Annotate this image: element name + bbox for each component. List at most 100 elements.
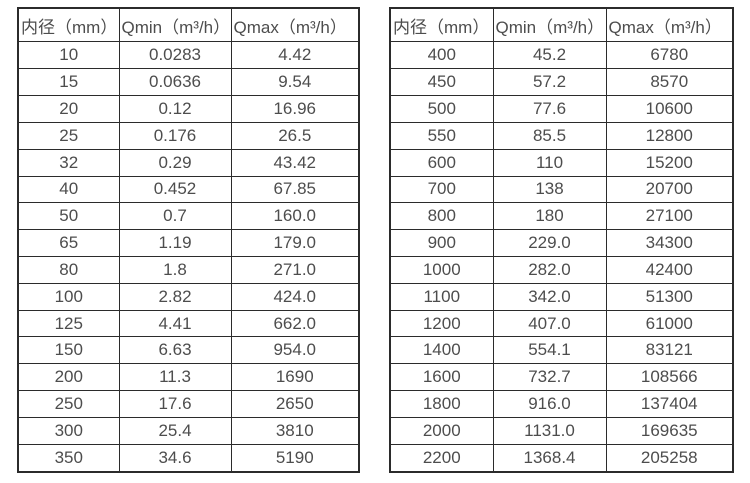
table-row: 250 17.6 2650 (17, 390, 360, 418)
table-row: 20 0.12 16.96 (17, 95, 360, 123)
qmax-cell: 954.0 (230, 336, 360, 365)
qmax-cell: 6780 (605, 41, 734, 70)
qmax-cell: 16.96 (230, 95, 360, 123)
qmin-cell: 77.6 (492, 95, 607, 123)
table-row: 600 110 15200 (389, 148, 734, 177)
qmin-cell: 2.82 (118, 282, 232, 311)
qmax-cell: 271.0 (230, 255, 360, 284)
diameter-cell: 1800 (389, 390, 494, 418)
qmin-cell: 1.8 (118, 255, 232, 284)
qmax-cell: 15200 (605, 148, 734, 177)
table-row: 400 45.2 6780 (389, 41, 734, 70)
qmin-cell: 11.3 (118, 363, 232, 392)
diameter-cell: 1600 (389, 363, 494, 392)
table-row: 500 77.6 10600 (389, 95, 734, 123)
qmin-cell: 0.7 (118, 202, 232, 231)
qmax-cell: 42400 (605, 255, 734, 284)
table-row: 10 0.0283 4.42 (17, 41, 360, 70)
table-row: 40 0.452 67.85 (17, 175, 360, 204)
qmin-cell: 554.1 (492, 336, 607, 365)
diameter-cell: 150 (17, 336, 120, 365)
diameter-cell: 250 (17, 390, 120, 418)
table-row: 2000 1131.0 169635 (389, 416, 734, 445)
qmax-cell: 108566 (605, 363, 734, 392)
table-row: 2200 1368.4 205258 (389, 443, 734, 473)
qmax-cell: 9.54 (230, 68, 360, 97)
qmin-cell: 916.0 (492, 390, 607, 418)
large-diameter-flow-table: 内径（mm） Qmin（m³/h） Qmax（m³/h） 400 45.2 6780… (389, 7, 734, 473)
qmin-cell: 0.12 (118, 95, 232, 123)
qmax-cell: 51300 (605, 282, 734, 311)
header-row: 内径（mm） Qmin（m³/h） Qmax（m³/h） (389, 7, 734, 43)
diameter-cell: 550 (389, 121, 494, 150)
qmax-cell: 137404 (605, 390, 734, 418)
qmax-cell: 12800 (605, 121, 734, 150)
diameter-cell: 300 (17, 416, 120, 445)
table-row: 1600 732.7 108566 (389, 363, 734, 392)
qmax-cell: 5190 (230, 443, 360, 473)
diameter-cell: 65 (17, 229, 120, 257)
qmin-cell: 25.4 (118, 416, 232, 445)
qmax-cell: 26.5 (230, 121, 360, 150)
table-row: 900 229.0 34300 (389, 229, 734, 257)
qmin-cell: 45.2 (492, 41, 607, 70)
small-diameter-flow-table: 内径（mm） Qmin（m³/h） Qmax（m³/h） 10 0.0283 4.4… (17, 7, 360, 473)
header-row: 内径（mm） Qmin（m³/h） Qmax（m³/h） (17, 7, 360, 43)
qmin-cell: 17.6 (118, 390, 232, 418)
qmin-cell: 34.6 (118, 443, 232, 473)
diameter-cell: 2000 (389, 416, 494, 445)
diameter-cell: 15 (17, 68, 120, 97)
qmin-cell: 180 (492, 202, 607, 231)
table-row: 1400 554.1 83121 (389, 336, 734, 365)
diameter-cell: 800 (389, 202, 494, 231)
qmax-cell: 61000 (605, 309, 734, 338)
qmin-cell: 57.2 (492, 68, 607, 97)
qmin-cell: 110 (492, 148, 607, 177)
qmin-cell: 0.0283 (118, 41, 232, 70)
diameter-cell: 25 (17, 121, 120, 150)
table-row: 450 57.2 8570 (389, 68, 734, 97)
qmin-cell: 229.0 (492, 229, 607, 257)
table-row: 65 1.19 179.0 (17, 229, 360, 257)
diameter-cell: 1000 (389, 255, 494, 284)
qmin-cell: 1.19 (118, 229, 232, 257)
table-row: 125 4.41 662.0 (17, 309, 360, 338)
diameter-cell: 32 (17, 148, 120, 177)
qmax-cell: 10600 (605, 95, 734, 123)
qmin-cell: 1131.0 (492, 416, 607, 445)
qmax-cell: 205258 (605, 443, 734, 473)
table-row: 1200 407.0 61000 (389, 309, 734, 338)
qmin-cell: 85.5 (492, 121, 607, 150)
qmin-cell: 0.0636 (118, 68, 232, 97)
diameter-cell: 50 (17, 202, 120, 231)
qmax-cell: 43.42 (230, 148, 360, 177)
table-row: 25 0.176 26.5 (17, 121, 360, 150)
table-row: 550 85.5 12800 (389, 121, 734, 150)
diameter-cell: 10 (17, 41, 120, 70)
table-row: 80 1.8 271.0 (17, 255, 360, 284)
diameter-cell: 350 (17, 443, 120, 473)
qmin-cell: 0.29 (118, 148, 232, 177)
qmin-cell: 4.41 (118, 309, 232, 338)
diameter-cell: 100 (17, 282, 120, 311)
table-row: 1100 342.0 51300 (389, 282, 734, 311)
table-row: 700 138 20700 (389, 175, 734, 204)
qmax-cell: 67.85 (230, 175, 360, 204)
qmax-cell: 179.0 (230, 229, 360, 257)
qmin-cell: 407.0 (492, 309, 607, 338)
qmin-header: Qmin（m³/h） (118, 7, 232, 43)
qmax-header: Qmax（m³/h） (230, 7, 360, 43)
diameter-cell: 500 (389, 95, 494, 123)
diameter-cell: 1400 (389, 336, 494, 365)
qmax-cell: 1690 (230, 363, 360, 392)
diameter-cell: 20 (17, 95, 120, 123)
table-row: 32 0.29 43.42 (17, 148, 360, 177)
table-row: 350 34.6 5190 (17, 443, 360, 473)
qmax-cell: 2650 (230, 390, 360, 418)
qmax-cell: 662.0 (230, 309, 360, 338)
qmin-cell: 0.452 (118, 175, 232, 204)
qmax-cell: 424.0 (230, 282, 360, 311)
qmin-header: Qmin（m³/h） (492, 7, 607, 43)
table-row: 300 25.4 3810 (17, 416, 360, 445)
